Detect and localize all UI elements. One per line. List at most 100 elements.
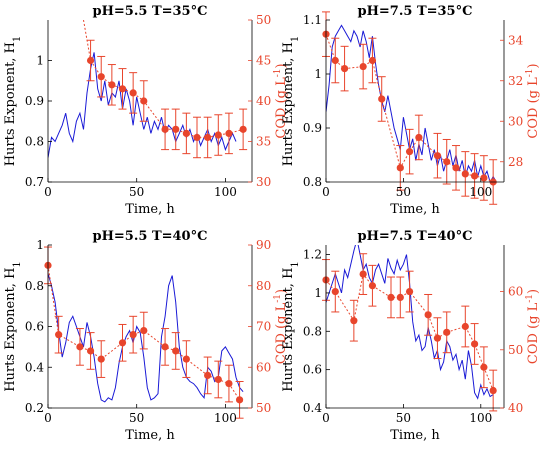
y2-tick-label: 90 — [256, 238, 271, 252]
y-axis-label-sub: 1 — [290, 36, 301, 42]
cod-series-line — [326, 272, 494, 391]
cod-series-line — [326, 34, 494, 182]
x-axis-label: Time, h — [390, 428, 440, 443]
cod-point — [405, 148, 414, 156]
y-axis-label-sub: 1 — [12, 36, 23, 42]
y2-tick-label: 34 — [508, 33, 524, 47]
y-tick-label: 0.2 — [25, 401, 44, 415]
cod-point — [86, 56, 95, 65]
cod-point — [129, 331, 137, 339]
y2-axis-label: COD (g L-1) — [273, 289, 289, 364]
y2-tick-label: 80 — [256, 279, 271, 293]
y2-tick-label: 45 — [256, 54, 271, 68]
x-tick-label: 0 — [44, 185, 52, 199]
y-axis-label: Hurts Exponent, H1 — [3, 261, 23, 392]
cod-point — [331, 56, 339, 65]
cod-point — [118, 85, 127, 93]
cod-point — [470, 172, 479, 180]
y2-axis-label-end: ) — [526, 63, 541, 68]
y-tick-label: 1 — [314, 286, 322, 300]
plot-area — [48, 20, 244, 158]
x-tick-label: 0 — [322, 411, 330, 425]
cod-point — [359, 270, 367, 278]
y-tick-label: 1 — [36, 238, 44, 252]
y2-axis-label-end: ) — [526, 289, 541, 294]
y-tick-label: 0.6 — [25, 320, 44, 334]
x-axis-label: Time, h — [125, 202, 175, 217]
y2-axis-label-main: COD (g L — [274, 77, 289, 139]
y2-axis-label-sup: -1 — [525, 68, 535, 77]
x-tick-label: 50 — [396, 411, 411, 425]
cod-point — [161, 343, 169, 351]
x-tick-label: 100 — [469, 185, 492, 199]
y2-tick-label: 50 — [256, 13, 271, 27]
y-axis-label-main: Hurts Exponent, H — [3, 42, 18, 166]
cod-point — [172, 125, 180, 133]
cod-point — [340, 65, 349, 73]
cod-point — [378, 95, 386, 103]
cod-point — [97, 355, 105, 363]
cod-point — [443, 158, 451, 166]
panel-3: 0 50 100 0.2 0.4 0.6 0.8 1 50 60 70 80 90 pH=5.5 T=40… — [3, 229, 289, 443]
cod-point — [86, 347, 95, 355]
cod-point — [331, 287, 339, 296]
cod-point — [480, 174, 488, 182]
y2-axis-label-main: COD (g L — [526, 77, 541, 139]
y-axis-label-sub: 1 — [290, 261, 301, 267]
cod-point — [55, 331, 63, 339]
y-tick-label: 0.4 — [25, 360, 44, 374]
cod-point — [204, 133, 212, 142]
y2-axis-label-end: ) — [274, 63, 289, 68]
chart-title: pH=7.5 T=35°C — [358, 4, 473, 19]
y2-axis-label: COD (g L-1) — [525, 289, 541, 364]
y2-tick-label: 40 — [508, 401, 523, 415]
y-tick-label: 1.1 — [303, 13, 322, 27]
cod-point — [97, 73, 105, 81]
y2-tick-label: 60 — [256, 360, 271, 374]
cod-point — [225, 129, 233, 137]
x-axis-label: Time, h — [390, 202, 440, 217]
y2-tick-label: 35 — [256, 135, 271, 149]
cod-point — [359, 62, 367, 71]
y2-axis-label-main: COD (g L — [274, 302, 289, 364]
y-tick-label: 0.4 — [303, 401, 322, 415]
x-tick-label: 50 — [129, 185, 144, 199]
x-tick-label: 50 — [396, 185, 411, 199]
cod-point — [239, 125, 247, 133]
y2-tick-label: 40 — [256, 94, 271, 108]
cod-point — [182, 129, 190, 137]
y-tick-label: 0.9 — [303, 121, 322, 135]
cod-point — [405, 287, 414, 296]
cod-point — [368, 282, 377, 290]
cod-point — [193, 133, 201, 142]
y-tick-label: 1.2 — [303, 248, 322, 262]
y2-tick-label: 30 — [256, 175, 271, 189]
x-tick-label: 100 — [469, 411, 492, 425]
x-tick-label: 0 — [44, 411, 52, 425]
panel-2: 0 50 100 0.8 0.9 1 1.1 28 30 32 34 pH=7.5 T=35°C Tim… — [281, 4, 541, 217]
y2-axis-label: COD (g L-1) — [525, 63, 541, 138]
cod-point — [214, 131, 222, 139]
chart-title: pH=5.5 T=35°C — [93, 4, 208, 19]
cod-point — [415, 133, 423, 142]
y-axis-label-main: Hurts Exponent, H — [281, 268, 296, 392]
y-tick-label: 0.8 — [25, 135, 44, 149]
cod-point — [387, 293, 395, 301]
y-axis-label-main: Hurts Exponent, H — [3, 268, 18, 392]
x-tick-label: 100 — [214, 411, 237, 425]
y2-tick-label: 50 — [508, 343, 523, 357]
cod-point — [172, 347, 180, 355]
chart-title: pH=7.5 T=40°C — [358, 229, 473, 244]
cod-series-line — [90, 60, 244, 138]
x-tick-label: 100 — [214, 185, 237, 199]
y2-tick-label: 28 — [508, 155, 523, 169]
cod-point — [433, 334, 442, 342]
y-axis-label: Hurts Exponent, H1 — [281, 261, 301, 392]
cod-point — [235, 396, 244, 404]
plot-area — [48, 265, 244, 403]
cod-series-line — [48, 265, 241, 401]
y-tick-label: 0.6 — [303, 363, 322, 377]
hurst-series-line — [48, 273, 244, 403]
